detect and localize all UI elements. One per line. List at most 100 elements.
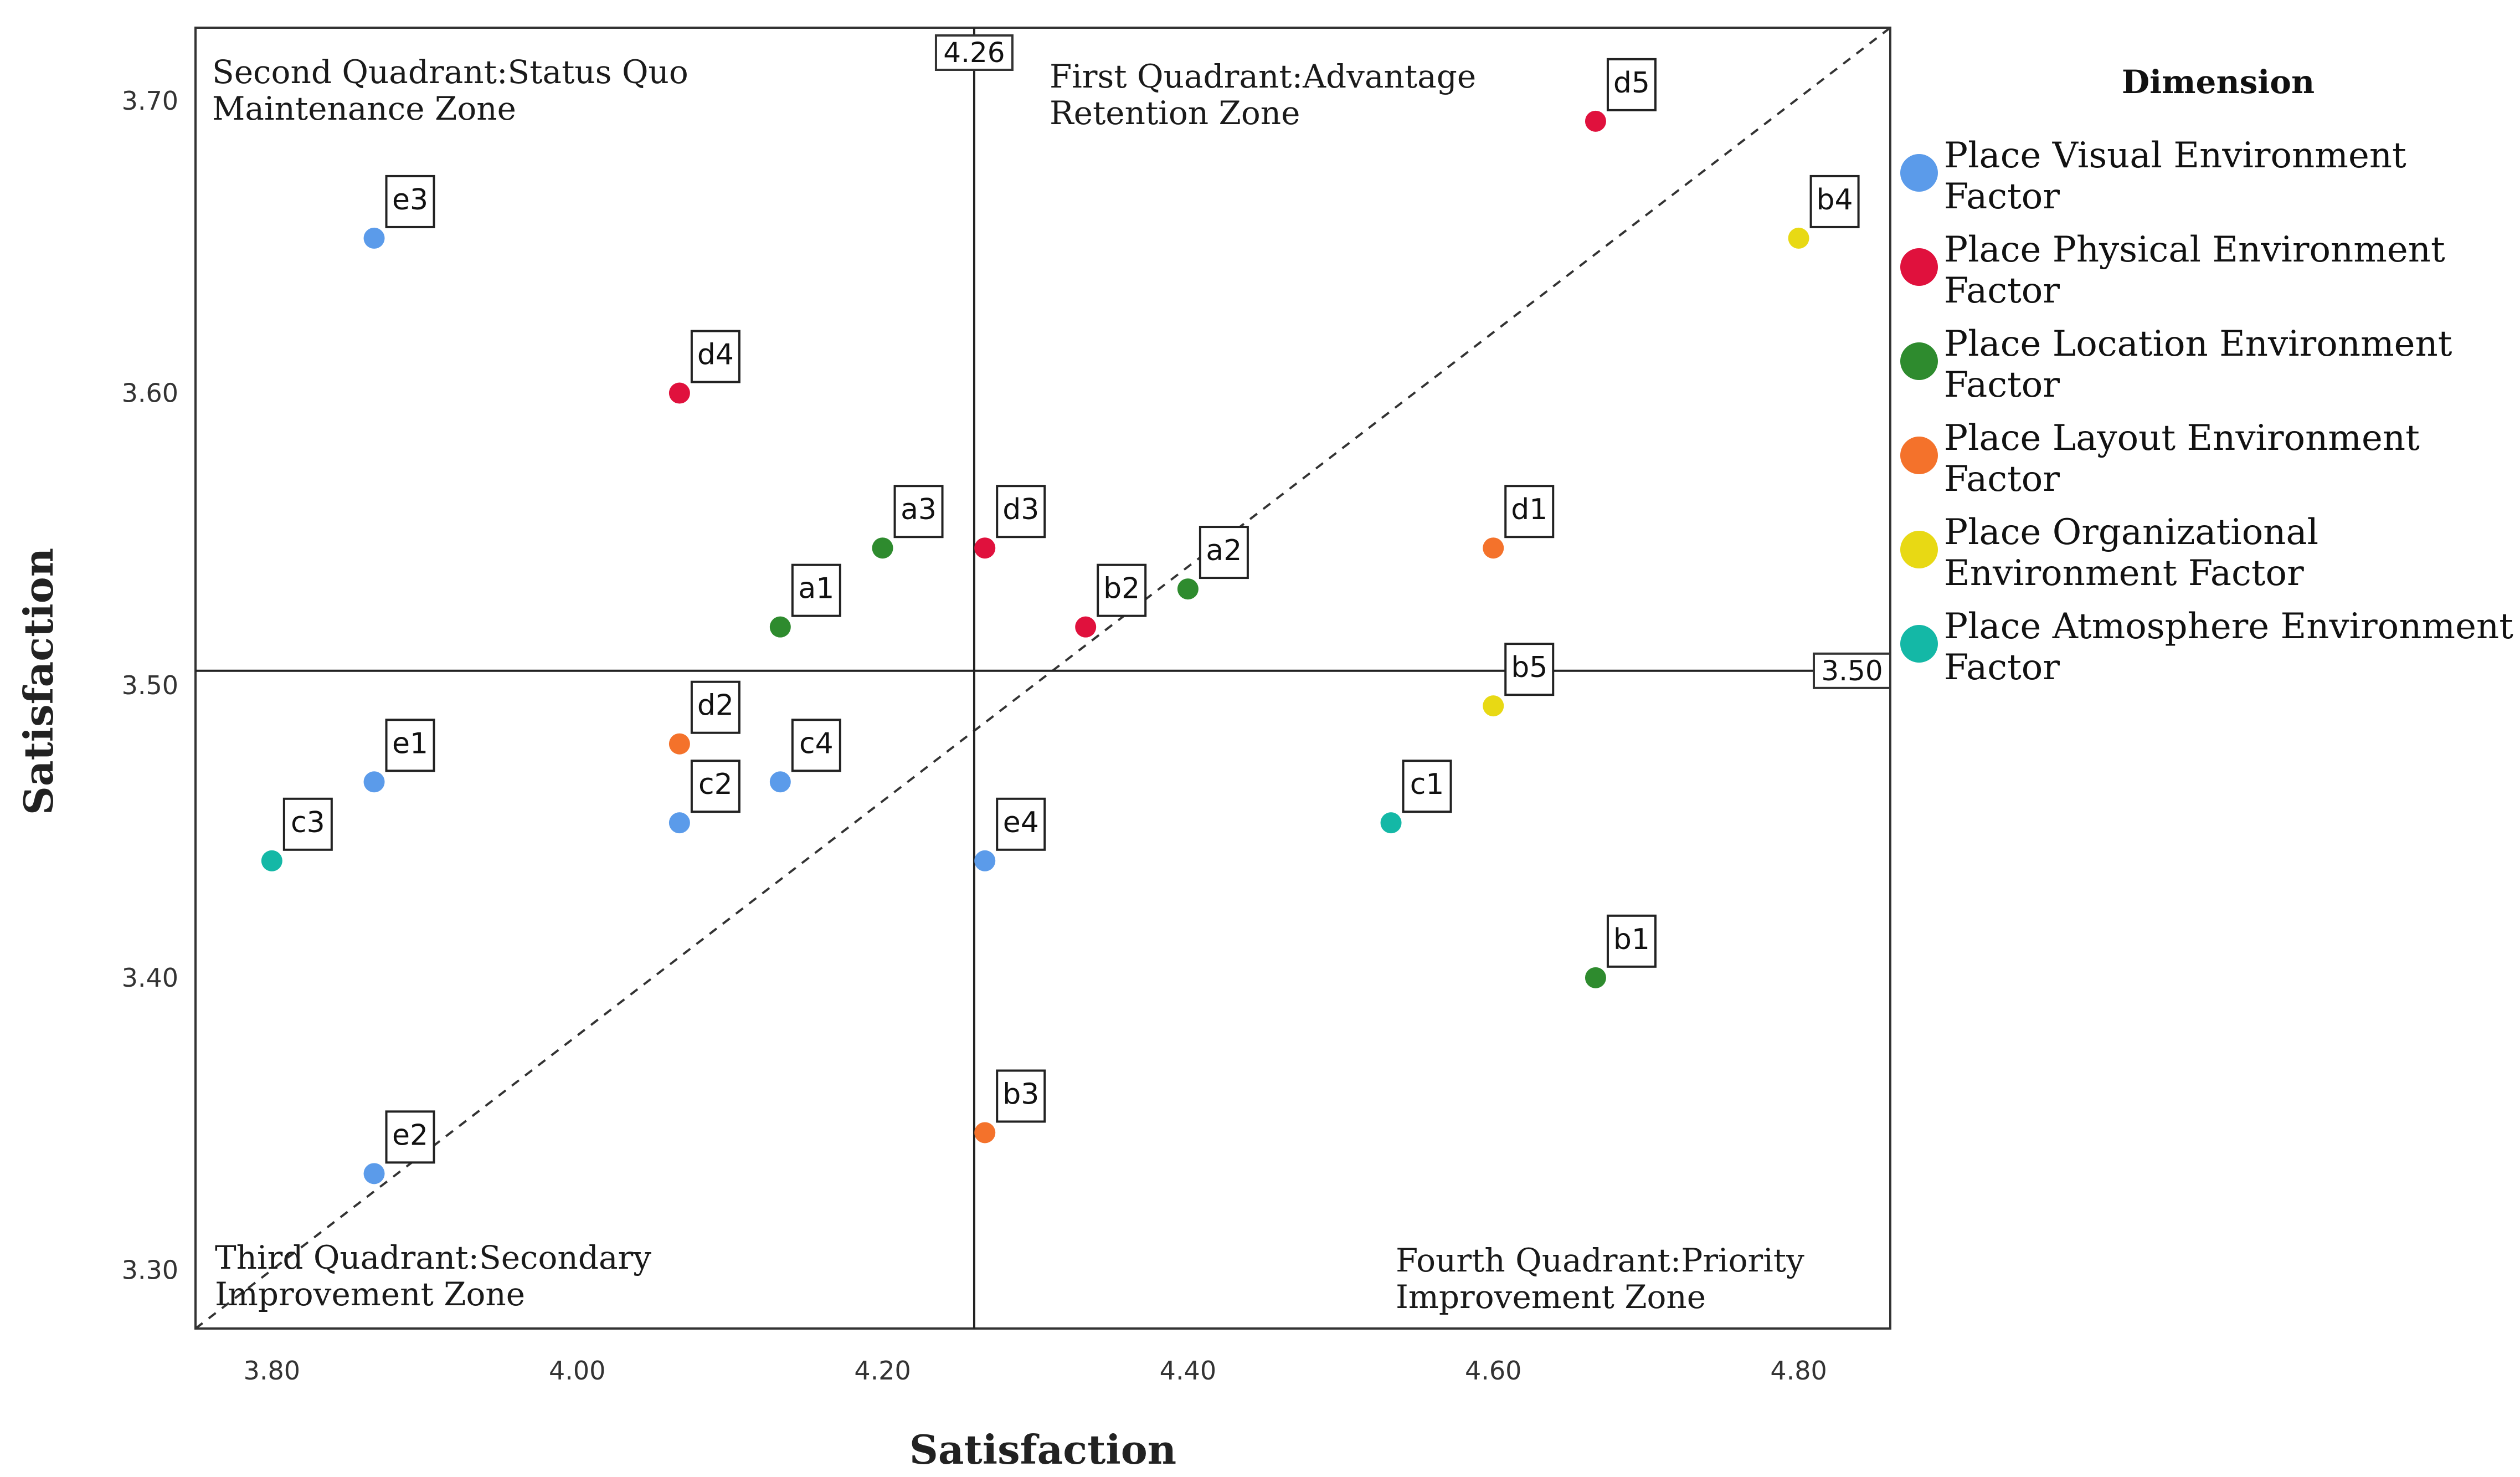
data-point-b1[interactable] (1585, 967, 1606, 988)
point-label-box-d2 (690, 680, 740, 734)
legend-label-line-2: Factor (1944, 647, 2060, 688)
legend-label-line-2: Factor (1944, 176, 2060, 217)
point-label-box-e4 (996, 797, 1046, 851)
point-label-c2: c2 (698, 768, 733, 801)
legend-swatch (1900, 437, 1938, 474)
legend-swatch (1900, 531, 1938, 568)
point-label-box-b5 (1504, 643, 1555, 696)
point-label-box-a2 (1199, 526, 1249, 579)
point-label-e3: e3 (392, 183, 428, 217)
horizontal-reference-label-text: 3.50 (1821, 655, 1883, 687)
series-2: d4 d3 b2 d5 (668, 58, 1657, 638)
point-label-a1: a1 (798, 572, 834, 606)
x-axis-title: Satisfaction (909, 1426, 1176, 1473)
vertical-reference-label-text: 4.26 (943, 37, 1005, 69)
axis-labels: 3.80 4.00 4.20 4.40 4.60 4.80 3.30 3.40 3.50 3.60… (15, 86, 1827, 1473)
quadrant-label-second-line-1: Second Quadrant:Status Quo (212, 53, 688, 91)
point-label-b3: b3 (1002, 1078, 1039, 1111)
data-point-d4[interactable] (668, 382, 690, 404)
data-point-c3[interactable] (261, 850, 282, 871)
data-point-a3[interactable] (872, 537, 893, 559)
point-label-box-d1 (1504, 485, 1555, 539)
data-point-a1[interactable] (769, 616, 791, 638)
series-4: d2 d1 b3 (668, 485, 1555, 1143)
data-point-a2[interactable] (1177, 578, 1199, 600)
point-label-box-a1 (791, 563, 841, 617)
point-label-box-b3 (996, 1069, 1046, 1123)
horizontal-reference-label-box (1813, 652, 1891, 689)
point-label-c4: c4 (799, 727, 834, 760)
data-point-e2[interactable] (363, 1163, 385, 1184)
legend-label-line-2: Factor (1944, 270, 2060, 311)
quadrant-label-first-line-1: First Quadrant:Advantage (1050, 58, 1476, 95)
point-label-box-c2 (690, 760, 740, 813)
point-label-box-b1 (1606, 914, 1657, 968)
y-tick-label: 3.40 (122, 963, 178, 993)
quadrant-label-third-line-2: Improvement Zone (215, 1275, 525, 1313)
point-label-box-b2 (1097, 563, 1147, 617)
quadrant-label-second-line-2: Maintenance Zone (212, 90, 516, 127)
vertical-reference-label: 4.26 (934, 34, 1014, 71)
data-point-e3[interactable] (363, 227, 385, 249)
data-point-d2[interactable] (668, 733, 690, 755)
data-point-d5[interactable] (1585, 110, 1606, 132)
data-point-c1[interactable] (1380, 812, 1402, 834)
y-tick-label: 3.70 (122, 86, 178, 116)
data-point-e1[interactable] (363, 771, 385, 793)
data-point-b5[interactable] (1483, 695, 1504, 717)
point-label-box-c4 (791, 719, 841, 772)
data-point-e4[interactable] (974, 850, 996, 871)
y-tick-label: 3.60 (122, 378, 178, 408)
point-label-c3: c3 (291, 806, 325, 839)
y-axis-title: Satisfaction (15, 548, 62, 815)
point-label-box-a3 (893, 485, 944, 539)
data-point-b2[interactable] (1075, 616, 1097, 638)
x-tick-label: 3.80 (244, 1356, 300, 1386)
point-label-b1: b1 (1613, 923, 1650, 956)
x-tick-label: 4.40 (1160, 1356, 1216, 1386)
point-label-box-b4 (1809, 175, 1860, 228)
data-point-b3[interactable] (974, 1122, 996, 1143)
legend-label-line-1: Place Location Environment (1944, 324, 2452, 365)
data-point-d1[interactable] (1483, 537, 1504, 559)
legend-swatch (1900, 342, 1938, 380)
legend-swatch (1900, 625, 1938, 663)
point-label-b4: b4 (1817, 183, 1853, 217)
data-point-b4[interactable] (1788, 227, 1809, 249)
point-label-box-e2 (385, 1110, 435, 1164)
x-tick-label: 4.00 (549, 1356, 605, 1386)
quadrant-label-third-line-1: Third Quadrant:Secondary (215, 1239, 651, 1276)
legend-label-line-1: Place Atmosphere Environment (1944, 606, 2513, 647)
point-label-b2: b2 (1103, 572, 1140, 606)
point-label-d5: d5 (1613, 66, 1650, 100)
point-label-box-c3 (282, 797, 333, 851)
x-tick-label: 4.60 (1465, 1356, 1521, 1386)
point-label-d3: d3 (1002, 493, 1039, 526)
point-label-c1: c1 (1410, 768, 1444, 801)
series-1: e3 e1 e2 c2 c4 e4 (363, 175, 1046, 1184)
data-point-c4[interactable] (769, 771, 791, 793)
horizontal-reference-label: 3.50 (1813, 652, 1891, 689)
plot-layer: 4.26 3.50 Second Quadrant:Status QuoMainte… (194, 27, 1891, 1330)
vertical-reference-label-box (934, 34, 1014, 71)
point-label-e2: e2 (392, 1119, 428, 1152)
legend-label-line-1: Place Visual Environment (1944, 135, 2406, 176)
data-point-c2[interactable] (668, 812, 690, 834)
data-point-d3[interactable] (974, 537, 996, 559)
point-label-box-e1 (385, 719, 435, 772)
legend-swatch (1900, 154, 1938, 192)
point-label-box-c1 (1402, 760, 1452, 813)
x-tick-label: 4.80 (1770, 1356, 1827, 1386)
point-label-box-d5 (1606, 58, 1657, 111)
